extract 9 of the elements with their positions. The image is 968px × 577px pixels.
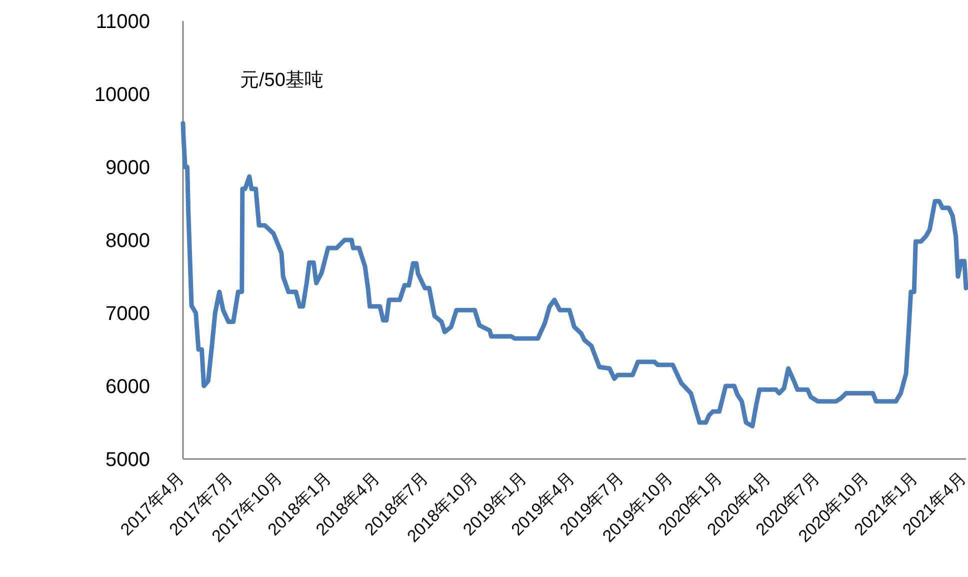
y-tick-label: 7000 [106,303,150,325]
y-tick-label: 9000 [106,157,150,179]
y-tick-label: 10000 [94,84,150,106]
y-tick-label: 6000 [106,376,150,398]
line-series [180,120,968,428]
y-axis-title: 元/50基吨 [240,70,324,91]
y-tick-label: 8000 [106,230,150,252]
y-tick-label: 5000 [106,449,150,471]
y-tick-label: 11000 [96,11,150,33]
